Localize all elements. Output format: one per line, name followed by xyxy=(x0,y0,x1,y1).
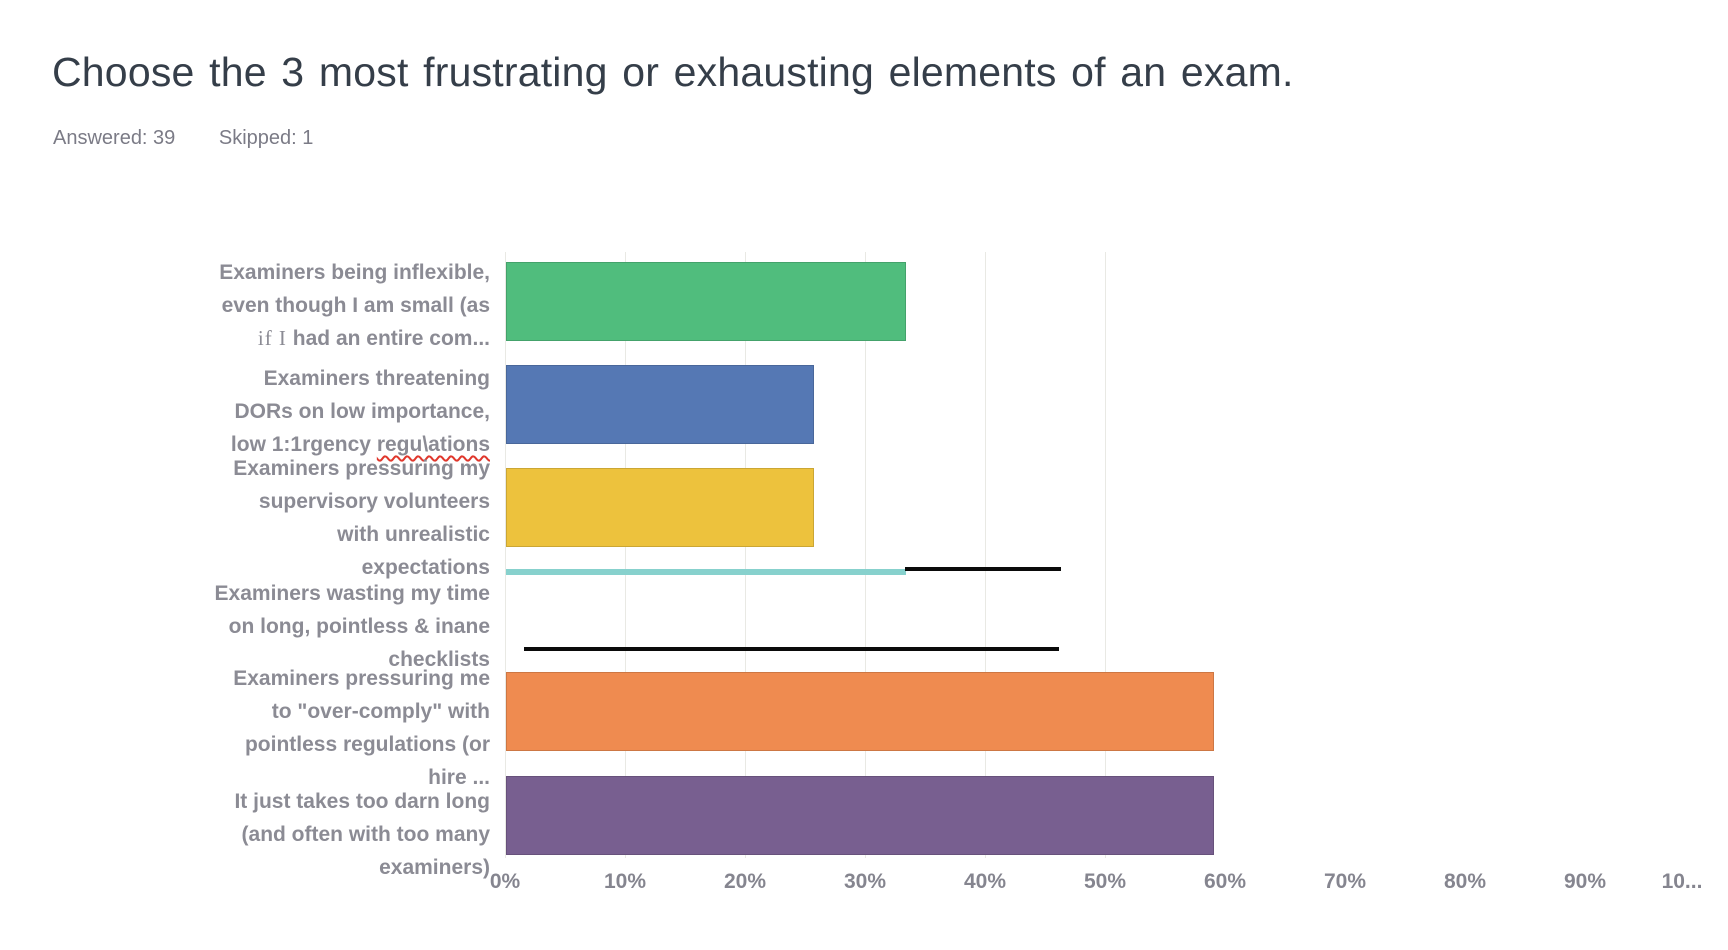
label-text: checklists xyxy=(388,648,490,671)
label-text: pointless regulations (or xyxy=(244,733,490,756)
category-label-line: even though I am small (as xyxy=(150,289,490,322)
label-text: supervisory volunteers xyxy=(258,490,490,513)
label-text: if I xyxy=(257,326,287,350)
gridline-50pct xyxy=(1105,252,1106,858)
label-text: on long, pointless & inane xyxy=(228,615,490,638)
category-label-line: It just takes too darn long xyxy=(150,785,490,818)
gridline-20pct xyxy=(745,252,746,858)
annotation-line xyxy=(905,567,1061,571)
category-label-line: Examiners pressuring me xyxy=(150,662,490,695)
category-label-line: with unrealistic xyxy=(150,518,490,551)
category-label-line: supervisory volunteers xyxy=(150,485,490,518)
response-meta: Answered: 39 Skipped: 1 xyxy=(53,127,313,150)
category-label-line: checklists xyxy=(150,643,490,676)
category-label: Examiners threatening DORs on low importa… xyxy=(150,362,490,461)
axis-tick-label: 50% xyxy=(1083,870,1127,893)
label-text: Examiners being inflexible, xyxy=(219,261,490,284)
answered-count: Answered: 39 xyxy=(53,127,176,149)
category-label-line: DORs on low importance, xyxy=(150,395,490,428)
bar xyxy=(506,776,1214,855)
label-text: It just takes too darn long xyxy=(234,790,490,813)
label-text: examiners) xyxy=(379,856,490,879)
label-text: with unrealistic xyxy=(337,523,490,546)
gridline-10pct xyxy=(625,252,626,858)
axis-tick-label: 0% xyxy=(489,870,521,893)
category-label-line: on long, pointless & inane xyxy=(150,610,490,643)
category-label-line: to "over-comply" with xyxy=(150,695,490,728)
label-text: Examiners threatening xyxy=(263,367,490,390)
category-label: It just takes too darn long (and often wi… xyxy=(150,785,490,884)
category-label-line: low 1:1rgency regu\ations xyxy=(150,428,490,461)
label-text: Examiners wasting my time xyxy=(214,582,490,605)
bar xyxy=(506,468,814,547)
label-text: expectations xyxy=(361,556,490,579)
category-label-line: Examiners wasting my time xyxy=(150,577,490,610)
category-label: Examiners being inflexible, even though I… xyxy=(150,256,490,355)
label-text: to "over-comply" with xyxy=(271,700,490,723)
category-label: Examiners wasting my time on long, pointl… xyxy=(150,577,490,676)
gridline-0pct xyxy=(505,252,506,858)
axis-tick-label: 40% xyxy=(963,870,1007,893)
category-label-line: pointless regulations (or xyxy=(150,728,490,761)
axis-tick-label: 10% xyxy=(603,870,647,893)
category-label-line: Examiners pressuring my xyxy=(150,452,490,485)
label-text: Examiners pressuring my xyxy=(233,457,490,480)
label-text: (and often with too many xyxy=(241,823,490,846)
axis-tick-label: 70% xyxy=(1323,870,1367,893)
gridline-30pct xyxy=(865,252,866,858)
axis-tick-label: 30% xyxy=(843,870,887,893)
category-label-line: Examiners threatening xyxy=(150,362,490,395)
bar xyxy=(506,262,906,341)
category-label-line: hire ... xyxy=(150,761,490,794)
category-label: Examiners pressuring me to "over-comply" … xyxy=(150,662,490,794)
bar xyxy=(506,365,814,444)
gridline-40pct xyxy=(985,252,986,858)
page-title: Choose the 3 most frustrating or exhaust… xyxy=(52,49,1294,96)
category-label-line: if I had an entire com... xyxy=(150,322,490,355)
category-label-line: examiners) xyxy=(150,851,490,884)
skipped-count: Skipped: 1 xyxy=(218,127,314,149)
bar xyxy=(506,569,906,575)
label-text: low 1:1rgency xyxy=(230,433,377,456)
annotation-line xyxy=(524,647,1059,651)
axis-tick-label: 10... xyxy=(1661,870,1703,893)
label-text: Examiners pressuring me xyxy=(233,667,490,690)
axis-tick-label: 90% xyxy=(1563,870,1607,893)
label-text: even though I am small (as xyxy=(221,294,490,317)
category-label: Examiners pressuring my supervisory volun… xyxy=(150,452,490,584)
category-label-line: Examiners being inflexible, xyxy=(150,256,490,289)
category-label-line: expectations xyxy=(150,551,490,584)
label-text: had an entire com... xyxy=(286,327,490,350)
axis-tick-label: 80% xyxy=(1443,870,1487,893)
bar xyxy=(506,672,1214,751)
label-text: hire ... xyxy=(428,766,490,789)
axis-tick-label: 60% xyxy=(1203,870,1247,893)
misspelled-word: regu\ations xyxy=(376,433,490,456)
category-label-line: (and often with too many xyxy=(150,818,490,851)
axis-tick-label: 20% xyxy=(723,870,767,893)
label-text: DORs on low importance, xyxy=(234,400,490,423)
